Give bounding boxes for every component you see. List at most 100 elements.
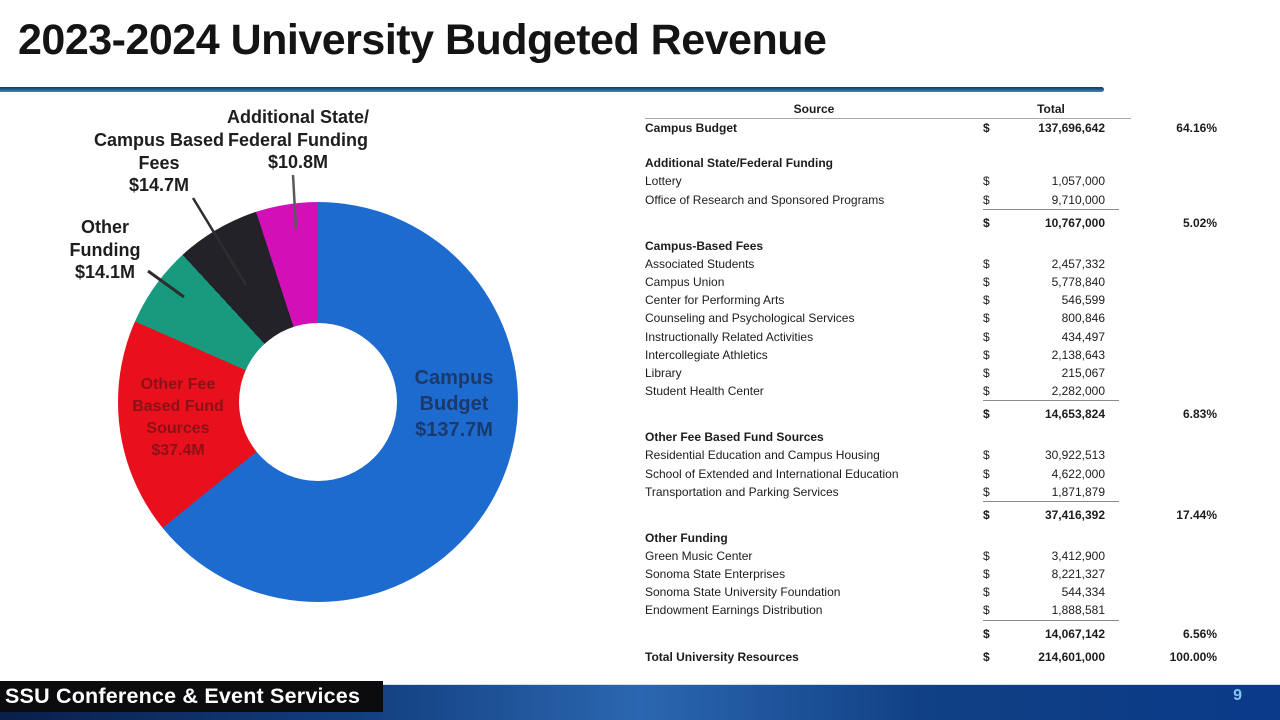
cell-amount: 137,696,642 bbox=[1038, 121, 1105, 136]
cell-amount: 3,412,900 bbox=[1051, 548, 1105, 563]
cell-amount bbox=[997, 232, 1119, 255]
cell-label: Campus Union bbox=[645, 275, 725, 290]
cell-dollar: $ bbox=[983, 548, 990, 563]
cell-percent bbox=[1119, 547, 1220, 565]
cell-label: Sonoma State Enterprises bbox=[645, 567, 786, 582]
table-row: Residential Education and Campus Housing… bbox=[645, 446, 1223, 464]
cell-dollar: $ bbox=[983, 484, 990, 499]
cell-dollar: $ bbox=[983, 500, 997, 524]
cell-dollar: $ bbox=[983, 649, 990, 664]
cell-amount: 37,416,392 bbox=[997, 500, 1119, 524]
table-row: Center for Performing Arts $546,599 bbox=[645, 291, 1223, 309]
cell-percent: 64.16% bbox=[1176, 121, 1217, 136]
cell-amount: 214,601,000 bbox=[1038, 649, 1105, 664]
cell-label: Other Funding bbox=[645, 530, 728, 545]
page-title: 2023-2024 University Budgeted Revenue bbox=[18, 16, 827, 64]
table-row: Transportation and Parking Services $1,87… bbox=[645, 483, 1223, 501]
table-spacer bbox=[645, 137, 1223, 154]
cell-label: Associated Students bbox=[645, 256, 755, 271]
table-section-row: Additional State/Federal Funding bbox=[645, 154, 1223, 172]
table-subtotal-row: $10,767,000 5.02% bbox=[645, 208, 1223, 232]
table-total-row: Total University Resources $214,601,000 10… bbox=[645, 643, 1223, 666]
cell-amount: 215,067 bbox=[1061, 365, 1105, 380]
cell-percent bbox=[1119, 364, 1220, 382]
cell-dollar: $ bbox=[983, 208, 997, 232]
cell-amount: 544,334 bbox=[1061, 585, 1105, 600]
cell-dollar: $ bbox=[983, 619, 997, 643]
table-header: Source Total bbox=[645, 100, 1131, 119]
cell-percent: 100.00% bbox=[1169, 649, 1217, 664]
cell-percent bbox=[1119, 291, 1220, 309]
callout-campus-budget: Campus Budget $137.7M bbox=[414, 367, 494, 441]
cell-dollar: $ bbox=[983, 293, 990, 308]
cell-amount: 2,282,000 bbox=[1051, 384, 1105, 399]
cell-amount: 10,767,000 bbox=[997, 208, 1119, 232]
cell-percent: 5.02% bbox=[1182, 215, 1217, 230]
cell-dollar: $ bbox=[983, 567, 990, 582]
table-row: Campus Budget $137,696,642 64.16% bbox=[645, 119, 1223, 137]
cell-dollar: $ bbox=[983, 256, 990, 271]
cell-label: Intercollegiate Athletics bbox=[645, 347, 768, 362]
total-column-header: Total bbox=[1037, 102, 1065, 116]
page-number: 9 bbox=[1233, 687, 1242, 704]
callout-other-fee-based: Other Fee Based Fund Sources $37.4M bbox=[132, 376, 224, 459]
cell-percent bbox=[1119, 191, 1220, 209]
table-section-row: Campus-Based Fees bbox=[645, 232, 1223, 255]
cell-percent bbox=[1119, 328, 1220, 346]
table-subtotal-row: $14,067,142 6.56% bbox=[645, 619, 1223, 643]
callout-other-funding: Other Funding $14.1M bbox=[69, 217, 141, 282]
revenue-table-body: Campus Budget $137,696,642 64.16% Additiona… bbox=[645, 119, 1223, 666]
cell-percent: 6.56% bbox=[1182, 626, 1217, 641]
cell-percent bbox=[1119, 483, 1220, 501]
cell-percent bbox=[1119, 565, 1220, 583]
cell-percent bbox=[1119, 446, 1220, 464]
cell-label: Green Music Center bbox=[645, 548, 753, 563]
cell-label bbox=[645, 209, 983, 232]
table-row: Associated Students $2,457,332 bbox=[645, 255, 1223, 273]
cell-amount: 2,457,332 bbox=[1051, 256, 1105, 271]
cell-percent bbox=[1119, 524, 1220, 547]
title-underline bbox=[0, 87, 1104, 92]
cell-percent bbox=[1119, 423, 1220, 446]
table-row: Green Music Center $3,412,900 bbox=[645, 547, 1223, 565]
cell-label: Campus Budget bbox=[645, 121, 738, 136]
cell-amount: 14,653,824 bbox=[997, 400, 1119, 423]
cell-label: Residential Education and Campus Housing bbox=[645, 448, 880, 463]
cell-dollar bbox=[983, 154, 997, 172]
table-row: Intercollegiate Athletics $2,138,643 bbox=[645, 346, 1223, 364]
table-row: Sonoma State University Foundation $544,3… bbox=[645, 583, 1223, 601]
cell-amount bbox=[997, 423, 1119, 446]
cell-amount: 1,057,000 bbox=[1051, 174, 1105, 189]
cell-label: Lottery bbox=[645, 174, 682, 189]
cell-amount: 434,497 bbox=[1061, 329, 1105, 344]
cell-label bbox=[645, 400, 983, 423]
revenue-table: Source Total Campus Budget $137,696,642 64… bbox=[645, 100, 1223, 666]
cell-dollar: $ bbox=[983, 275, 990, 290]
table-row: Library $215,067 bbox=[645, 364, 1223, 382]
table-row: Lottery $1,057,000 bbox=[645, 172, 1223, 190]
cell-percent bbox=[1119, 255, 1220, 273]
cell-label bbox=[645, 620, 983, 643]
cell-dollar bbox=[983, 524, 997, 547]
cell-amount: 2,138,643 bbox=[1051, 347, 1105, 362]
cell-dollar: $ bbox=[983, 329, 990, 344]
cell-amount: 5,778,840 bbox=[1051, 275, 1105, 290]
table-row: Student Health Center $2,282,000 bbox=[645, 382, 1223, 400]
cell-percent bbox=[1119, 232, 1220, 255]
cell-dollar bbox=[983, 423, 997, 446]
cell-amount: 14,067,142 bbox=[997, 619, 1119, 643]
cell-label: Additional State/Federal Funding bbox=[645, 156, 834, 171]
cell-percent: 6.83% bbox=[1182, 407, 1217, 422]
cell-percent bbox=[1119, 172, 1220, 190]
callout-additional-state-federal: Additional State/ Federal Funding $10.8M bbox=[226, 107, 369, 172]
cell-amount: 1,888,581 bbox=[1051, 603, 1105, 618]
cell-percent: 17.44% bbox=[1176, 507, 1217, 522]
cell-percent bbox=[1119, 346, 1220, 364]
cell-dollar: $ bbox=[983, 311, 990, 326]
table-row: Endowment Earnings Distribution $1,888,58… bbox=[645, 601, 1223, 619]
cell-label: Counseling and Psychological Services bbox=[645, 311, 855, 326]
cell-percent bbox=[1119, 464, 1220, 482]
cell-percent bbox=[1119, 583, 1220, 601]
cell-dollar bbox=[983, 232, 997, 255]
